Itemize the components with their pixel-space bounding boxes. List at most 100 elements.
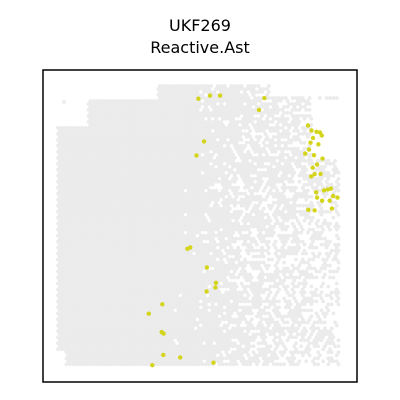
- background-spot: [185, 126, 190, 130]
- background-spot: [141, 143, 145, 148]
- background-spot: [244, 284, 249, 289]
- background-spot: [188, 311, 193, 316]
- background-spot: [141, 233, 145, 238]
- background-spot: [311, 161, 315, 166]
- background-spot: [103, 102, 108, 106]
- background-spot: [193, 135, 198, 139]
- background-spot: [93, 311, 98, 316]
- background-spot: [171, 114, 176, 118]
- background-spot: [137, 138, 142, 142]
- background-spot: [88, 117, 93, 121]
- background-spot: [180, 93, 185, 97]
- background-spot: [159, 308, 164, 313]
- background-spot: [227, 266, 232, 271]
- background-spot: [62, 281, 67, 286]
- background-spot: [134, 299, 139, 304]
- background-spot: [221, 254, 225, 259]
- background-spot: [290, 197, 295, 202]
- background-spot: [314, 275, 319, 280]
- background-spot: [292, 146, 297, 151]
- background-spot: [108, 140, 113, 145]
- background-spot: [68, 314, 72, 319]
- background-spot: [102, 218, 106, 223]
- background-spot: [81, 296, 86, 301]
- background-spot: [119, 146, 123, 151]
- background-spot: [127, 191, 132, 196]
- background-spot: [333, 248, 337, 253]
- background-spot: [115, 140, 120, 145]
- background-spot: [88, 308, 93, 313]
- background-spot: [316, 176, 320, 181]
- background-spot: [96, 203, 101, 208]
- background-spot: [231, 140, 236, 145]
- background-spot: [71, 254, 76, 259]
- background-spot: [187, 302, 191, 307]
- background-spot: [283, 197, 288, 202]
- background-spot: [119, 242, 123, 247]
- background-spot: [256, 299, 261, 304]
- background-spot: [302, 146, 307, 151]
- background-spot: [190, 93, 195, 97]
- background-spot: [163, 284, 168, 289]
- background-spot: [192, 275, 196, 280]
- background-spot: [139, 242, 144, 247]
- background-spot: [175, 257, 179, 262]
- background-spot: [183, 146, 188, 151]
- background-spot: [200, 164, 205, 169]
- background-spot: [175, 173, 179, 178]
- background-spot: [287, 245, 292, 250]
- background-spot: [215, 84, 220, 88]
- background-spot: [282, 254, 286, 259]
- background-spot: [326, 224, 331, 229]
- background-spot: [272, 140, 276, 145]
- background-spot: [164, 84, 169, 88]
- background-spot: [280, 245, 285, 250]
- background-spot: [256, 173, 261, 178]
- background-spot: [127, 167, 132, 172]
- background-spot: [112, 242, 116, 247]
- background-spot: [232, 257, 237, 262]
- background-spot: [62, 299, 67, 304]
- background-spot: [96, 155, 101, 160]
- background-spot: [141, 108, 145, 112]
- background-spot: [125, 152, 130, 157]
- background-spot: [100, 269, 105, 274]
- background-spot: [112, 200, 116, 205]
- background-spot: [95, 248, 99, 253]
- background-spot: [251, 284, 256, 289]
- background-spot: [127, 287, 132, 292]
- background-spot: [91, 248, 96, 253]
- background-spot: [71, 170, 76, 175]
- background-spot: [62, 173, 67, 178]
- background-spot: [156, 272, 161, 277]
- background-spot: [71, 129, 76, 133]
- background-spot: [227, 152, 232, 157]
- background-spot: [153, 224, 157, 229]
- background-spot: [88, 176, 93, 181]
- background-spot: [57, 188, 62, 193]
- background-spot: [102, 164, 106, 169]
- background-spot: [107, 209, 111, 214]
- background-spot: [214, 99, 219, 103]
- background-spot: [282, 224, 286, 229]
- background-spot: [137, 245, 142, 250]
- background-spot: [113, 120, 118, 124]
- background-spot: [151, 305, 156, 310]
- background-spot: [115, 302, 120, 307]
- background-spot: [290, 221, 295, 226]
- background-spot: [137, 227, 142, 232]
- background-spot: [98, 296, 103, 301]
- background-spot: [117, 209, 122, 214]
- background-spot: [273, 179, 278, 184]
- background-spot: [108, 224, 113, 229]
- background-spot: [304, 281, 309, 286]
- background-spot: [66, 191, 71, 196]
- background-spot: [117, 185, 122, 190]
- background-spot: [312, 290, 317, 295]
- background-spot: [83, 149, 88, 154]
- background-spot: [300, 227, 305, 232]
- background-spot: [86, 245, 91, 250]
- background-spot: [319, 236, 324, 241]
- background-spot: [144, 257, 149, 262]
- background-spot: [66, 155, 71, 160]
